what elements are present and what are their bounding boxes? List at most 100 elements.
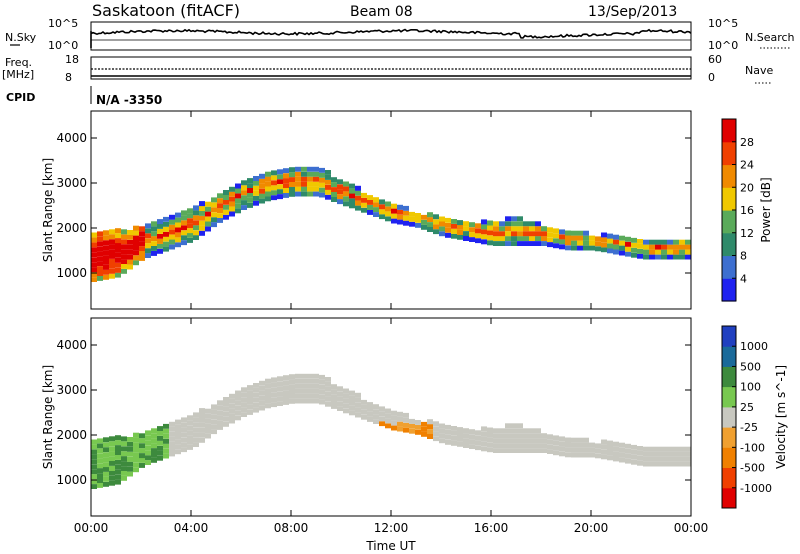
velocity-echo-cell	[631, 449, 637, 455]
power-echo-cell	[373, 207, 379, 212]
power-echo-cell	[367, 200, 373, 205]
velocity-echo-cell	[343, 398, 349, 404]
velocity-colorbar: 1000 500 100 25 -25 -100 -500 -1000	[721, 325, 772, 509]
velocity-echo-cell	[517, 443, 523, 448]
power-echo-cell	[115, 267, 121, 273]
power-echo-cell	[217, 208, 223, 213]
power-echo-cell	[211, 217, 217, 223]
power-echo-cell	[145, 233, 151, 239]
velocity-echo-cell	[97, 463, 103, 469]
power-echo-cell	[241, 195, 247, 201]
power-echo-cell	[613, 249, 619, 255]
velocity-echo-cell	[613, 441, 619, 447]
velocity-echo-cell	[169, 451, 175, 457]
velocity-echo-cell	[499, 438, 505, 444]
velocity-echo-cell	[619, 452, 625, 458]
velocity-echo-cell	[253, 392, 259, 398]
power-echo-cell	[133, 250, 139, 256]
velocity-echo-cell	[391, 410, 397, 416]
velocity-echo-cell	[637, 446, 643, 451]
velocity-echo-cell	[163, 428, 169, 434]
velocity-echo-cell	[109, 480, 115, 486]
power-echo-cell	[667, 254, 673, 260]
velocity-echo-cell	[673, 446, 679, 452]
velocity-echo-cell	[229, 398, 235, 404]
power-echo-cell	[379, 199, 385, 205]
velocity-echo-cell	[277, 401, 283, 406]
velocity-echo-cell	[355, 412, 361, 418]
power-echo-cell	[685, 249, 691, 255]
power-echo-cell	[91, 277, 97, 282]
velocity-echo-cell	[265, 398, 271, 404]
velocity-echo-cell	[529, 448, 535, 453]
power-echo-cell	[565, 240, 571, 246]
power-echo-cell	[193, 215, 199, 221]
velocity-echo-cell	[319, 374, 325, 380]
velocity-echo-cell	[565, 447, 571, 453]
velocity-echo-cell	[133, 457, 139, 463]
power-echo-cell	[499, 236, 505, 241]
velocity-echo-cell	[223, 406, 229, 412]
velocity-echo-cell	[319, 384, 325, 390]
velocity-echo-cell	[235, 415, 241, 421]
velocity-echo-cell	[643, 461, 649, 467]
velocity-echo-cell	[223, 411, 229, 417]
velocity-echo-cell	[439, 438, 445, 444]
velocity-echo-cell	[625, 458, 631, 464]
power-echo-cell	[169, 214, 175, 220]
power-echo-cell	[511, 236, 517, 241]
power-echo-cell	[319, 177, 325, 183]
power-echo-cell	[109, 244, 115, 249]
velocity-echo-cell	[607, 450, 613, 456]
power-echo-cell	[199, 220, 205, 226]
freq-tick-top: 18	[65, 53, 79, 66]
velocity-echo-cell	[229, 413, 235, 419]
velocity-echo-cell	[547, 439, 553, 445]
velocity-echo-cell	[241, 402, 247, 408]
power-echo-cell	[661, 244, 667, 250]
power-echo-cell	[673, 244, 679, 250]
xtick-label: 00:00	[74, 521, 109, 535]
power-echo-cell	[571, 235, 577, 241]
power-echo-cell	[199, 225, 205, 231]
power-echo-cell	[607, 248, 613, 254]
velocity-echo-cell	[151, 453, 157, 458]
power-echo-cell	[253, 176, 259, 181]
velocity-echo-cell	[103, 442, 109, 448]
power-echo-cell	[553, 233, 559, 239]
velocity-echo-cell	[91, 439, 97, 445]
power-echo-cell	[487, 220, 493, 226]
velocity-echo-cell	[403, 427, 409, 433]
velocity-colorbar-segment	[722, 447, 736, 468]
velocity-echo-cell	[319, 394, 325, 400]
power-echo-cell	[655, 254, 661, 260]
power-echo-cell	[235, 203, 241, 209]
velocity-echo-cell	[145, 430, 151, 436]
velocity-echo-cell	[637, 455, 643, 461]
power-echo-cell	[613, 239, 619, 245]
velocity-echo-cell	[397, 416, 403, 422]
velocity-echo-cell	[325, 382, 331, 387]
power-echo-cell	[169, 244, 175, 250]
velocity-echo-cell	[373, 414, 379, 419]
power-echo-cell	[463, 236, 469, 241]
power-echo-cell	[109, 263, 115, 269]
velocity-echo-cell	[229, 408, 235, 414]
power-echo-cell	[673, 239, 679, 245]
velocity-echo-cell	[271, 377, 277, 383]
velocity-echo-cell	[247, 409, 253, 415]
power-echo-cell	[193, 225, 199, 231]
velocity-echo-cell	[223, 397, 229, 402]
velocity-echo-cell	[187, 415, 193, 421]
power-echo-cell	[451, 233, 457, 239]
power-echo-cell	[103, 245, 109, 251]
velocity-echo-cell	[397, 421, 403, 427]
velocity-echo-cell	[349, 405, 355, 411]
velocity-echo-cell	[139, 433, 145, 439]
velocity-echo-cell	[679, 456, 685, 462]
velocity-echo-cell	[625, 443, 631, 449]
velocity-echo-cell	[685, 451, 691, 457]
velocity-echo-cell	[349, 395, 355, 401]
power-echo-cell	[175, 242, 181, 248]
velocity-echo-cell	[241, 387, 247, 393]
